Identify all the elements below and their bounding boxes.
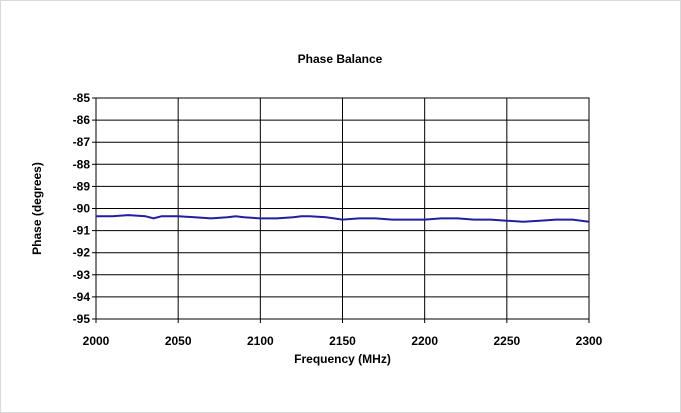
y-tick-label: -89: [73, 179, 91, 193]
y-tick-label: -88: [73, 157, 91, 171]
y-tick-label: -95: [73, 312, 91, 326]
y-tick-label: -93: [73, 268, 91, 282]
y-tick-label: -92: [73, 246, 91, 260]
x-tick-labels: 2000 2050 2100 2150 2200 2250 2300: [83, 334, 603, 348]
plot-area: [95, 97, 590, 320]
series-group: [96, 214, 590, 223]
y-tick-labels: -85 -86 -87 -88 -89 -90 -91 -92 -93 -94 -95: [73, 91, 91, 326]
y-tick-label: -87: [73, 135, 91, 149]
grid-lines: [92, 97, 590, 323]
y-tick-label: -90: [73, 202, 91, 216]
y-axis-label: Phase (degrees): [30, 162, 44, 255]
x-tick-label: 2200: [411, 334, 438, 348]
y-tick-label: -86: [73, 113, 91, 127]
x-axis-label: Frequency (MHz): [294, 352, 391, 366]
series-line: [96, 214, 590, 223]
x-tick-label: 2050: [165, 334, 192, 348]
x-tick-label: 2250: [493, 334, 520, 348]
x-tick-label: 2100: [247, 334, 274, 348]
chart-title: Phase Balance: [298, 52, 383, 66]
x-tick-label: 2300: [576, 334, 603, 348]
y-tick-label: -91: [73, 224, 91, 238]
y-tick-label: -85: [73, 91, 91, 105]
x-tick-label: 2000: [83, 334, 110, 348]
x-tick-label: 2150: [329, 334, 356, 348]
y-tick-label: -94: [73, 290, 91, 304]
